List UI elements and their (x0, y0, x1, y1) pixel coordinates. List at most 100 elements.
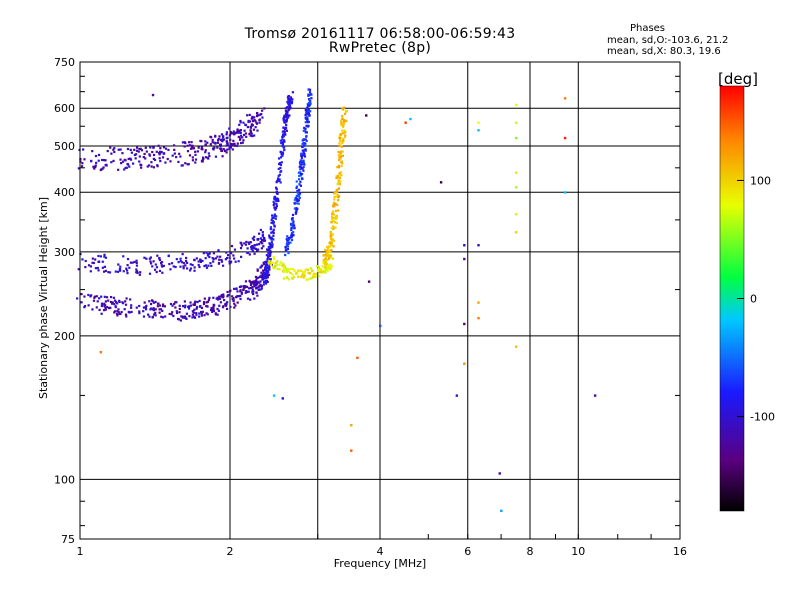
data-point (259, 288, 262, 291)
data-point (289, 271, 292, 275)
data-point (336, 183, 339, 186)
data-point (163, 305, 167, 308)
data-point (262, 273, 265, 276)
data-point (271, 243, 274, 246)
data-point (281, 144, 284, 147)
data-point (260, 271, 263, 274)
data-point (264, 271, 268, 274)
data-point (174, 301, 177, 304)
data-point (139, 271, 142, 274)
data-point (230, 244, 234, 248)
data-point (225, 140, 228, 143)
data-point (306, 121, 310, 124)
data-point (147, 164, 151, 167)
isolated-point (515, 171, 518, 174)
data-point (262, 239, 265, 242)
data-point (249, 131, 252, 135)
data-point (209, 143, 212, 146)
data-point (183, 145, 186, 148)
data-point (117, 168, 120, 171)
data-point (286, 245, 290, 248)
data-point (251, 249, 254, 252)
y-tick-label: 200 (54, 330, 75, 343)
data-point (152, 146, 155, 149)
data-point (184, 162, 187, 165)
data-point (251, 288, 254, 291)
data-point (175, 310, 178, 313)
data-point (90, 294, 93, 297)
data-point (158, 151, 161, 155)
data-point (133, 260, 136, 264)
data-point (331, 233, 335, 236)
data-point (152, 313, 156, 316)
data-point (266, 257, 269, 261)
data-point (185, 312, 189, 315)
data-point (118, 299, 121, 302)
data-point (100, 304, 103, 308)
data-point (331, 205, 335, 208)
data-point (291, 98, 294, 101)
isolated-point (409, 117, 412, 121)
data-point (291, 267, 294, 271)
data-point (286, 247, 290, 251)
data-point (287, 268, 290, 271)
data-point (198, 299, 201, 303)
data-point (162, 146, 166, 149)
data-point (182, 267, 185, 270)
data-point (281, 154, 284, 157)
data-point (338, 158, 341, 162)
data-point (114, 270, 117, 273)
data-point (94, 154, 98, 158)
data-point (212, 260, 215, 263)
data-point (272, 222, 275, 225)
data-point (305, 135, 308, 138)
data-point (160, 264, 163, 267)
data-point (120, 162, 123, 165)
data-point (289, 241, 292, 244)
data-point (189, 304, 192, 307)
data-point (97, 269, 100, 272)
data-point (303, 144, 306, 148)
data-point (218, 258, 221, 261)
data-point (192, 147, 195, 150)
data-point (149, 146, 152, 149)
data-point (282, 264, 285, 267)
data-point (235, 131, 239, 134)
isolated-point (563, 191, 567, 194)
data-point (179, 260, 182, 263)
data-point (248, 242, 251, 246)
data-point (338, 156, 341, 159)
data-point (259, 283, 262, 287)
data-point (220, 147, 223, 150)
data-point (149, 256, 152, 259)
data-point (342, 122, 346, 125)
data-point (310, 97, 313, 100)
data-point (116, 314, 119, 317)
data-point (124, 166, 127, 170)
data-point (142, 155, 145, 159)
data-point (290, 235, 293, 238)
data-point (222, 293, 225, 296)
data-point (280, 161, 283, 164)
data-point (337, 187, 340, 190)
data-point (259, 241, 262, 244)
data-point (133, 148, 136, 151)
data-point (145, 257, 148, 260)
data-point (158, 308, 161, 311)
data-point (126, 272, 129, 275)
data-point (309, 102, 312, 105)
data-point (200, 314, 203, 317)
data-point (278, 263, 281, 267)
data-point (321, 265, 324, 268)
data-point (149, 308, 152, 311)
data-point (233, 142, 236, 145)
data-point (104, 269, 107, 273)
isolated-point (367, 280, 371, 283)
data-point (336, 203, 339, 207)
data-point (272, 234, 275, 237)
data-point (252, 128, 256, 131)
data-point (144, 146, 147, 149)
data-point (125, 315, 128, 318)
data-point (292, 231, 295, 234)
data-point (266, 248, 269, 251)
